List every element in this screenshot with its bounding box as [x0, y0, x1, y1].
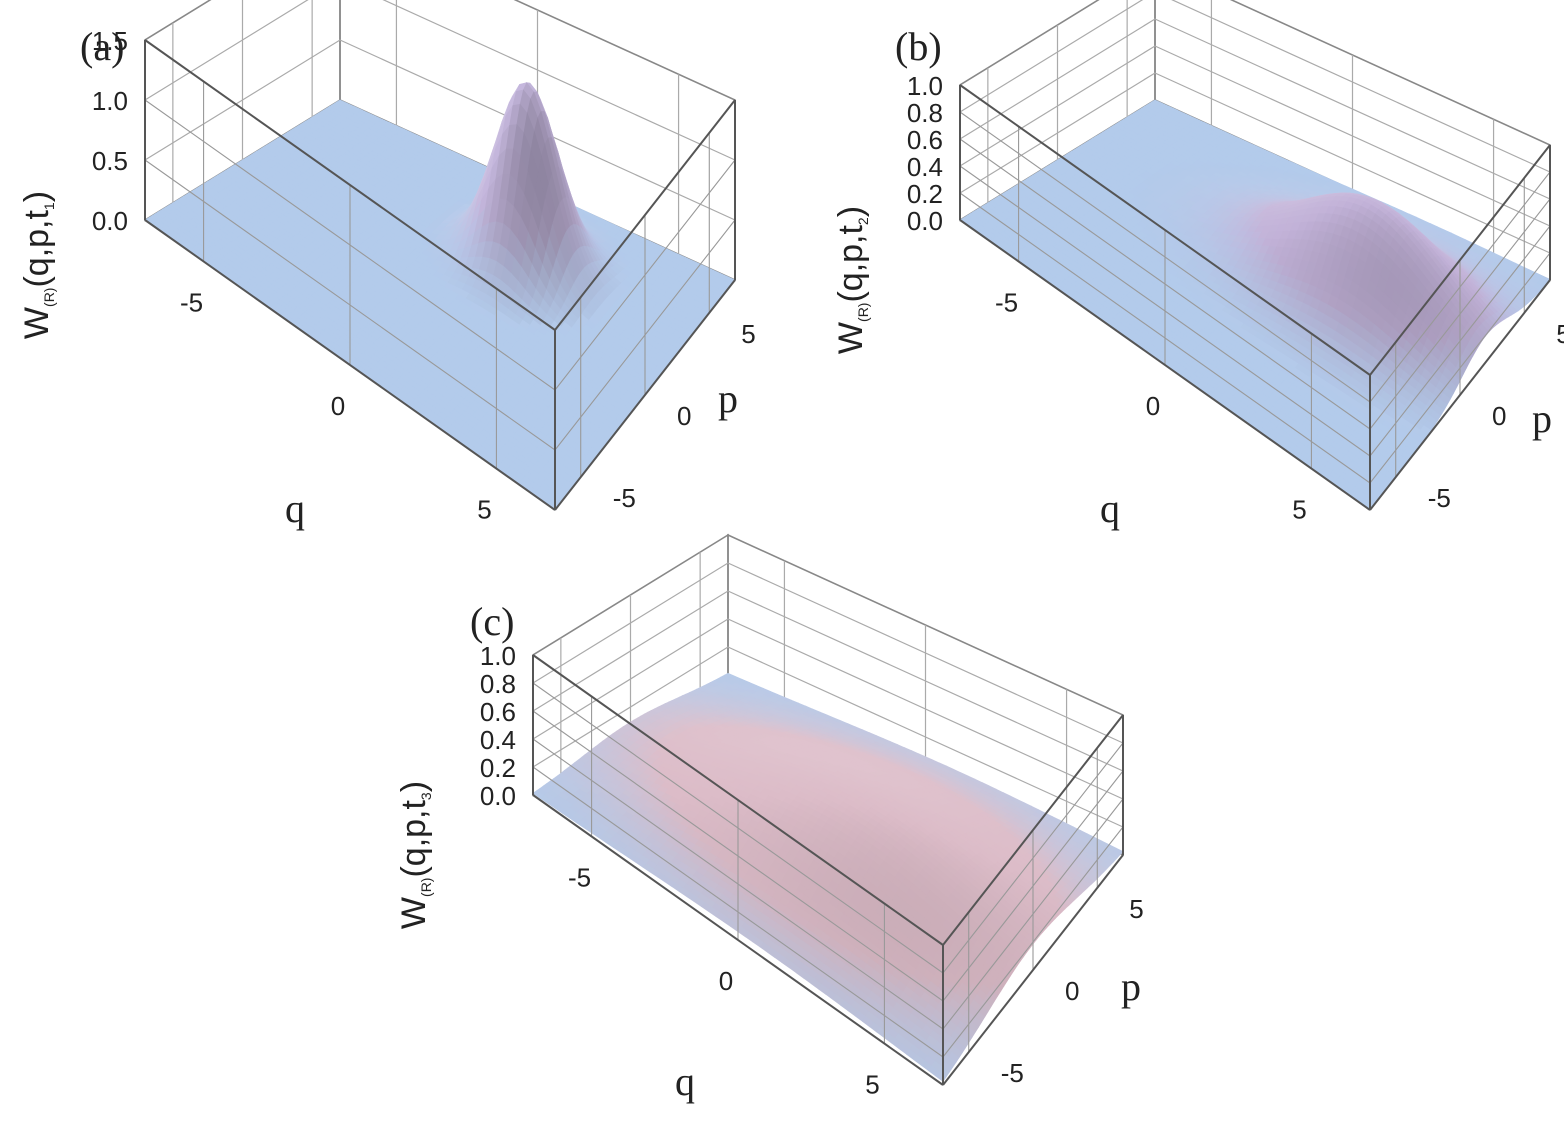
y-axis-label: p	[718, 376, 738, 421]
surface	[144, 82, 736, 511]
grid-line	[144, 0, 736, 161]
y-tick-label: 0	[677, 401, 691, 431]
z-tick-label: 1.0	[92, 86, 128, 116]
surface	[959, 99, 1551, 511]
grid-line	[144, 39, 736, 221]
y-tick-label: -5	[613, 483, 636, 513]
y-tick-label: 5	[741, 319, 755, 349]
x-tick-label: -5	[180, 287, 203, 317]
z-tick-label: 0.5	[92, 146, 128, 176]
panel-label: (a)	[80, 24, 124, 69]
z-tick-label: 0.0	[92, 206, 128, 236]
z-axis-label: W(R)(q,p,t1)	[18, 191, 57, 339]
x-axis-label: q	[285, 486, 305, 531]
x-tick-label: 5	[477, 495, 491, 525]
surface-plot-b: -505 -5050.00.20.40.60.81.0(b)qpW(R)(q,p,…	[832, 0, 1564, 531]
x-tick-label: 0	[331, 391, 345, 421]
